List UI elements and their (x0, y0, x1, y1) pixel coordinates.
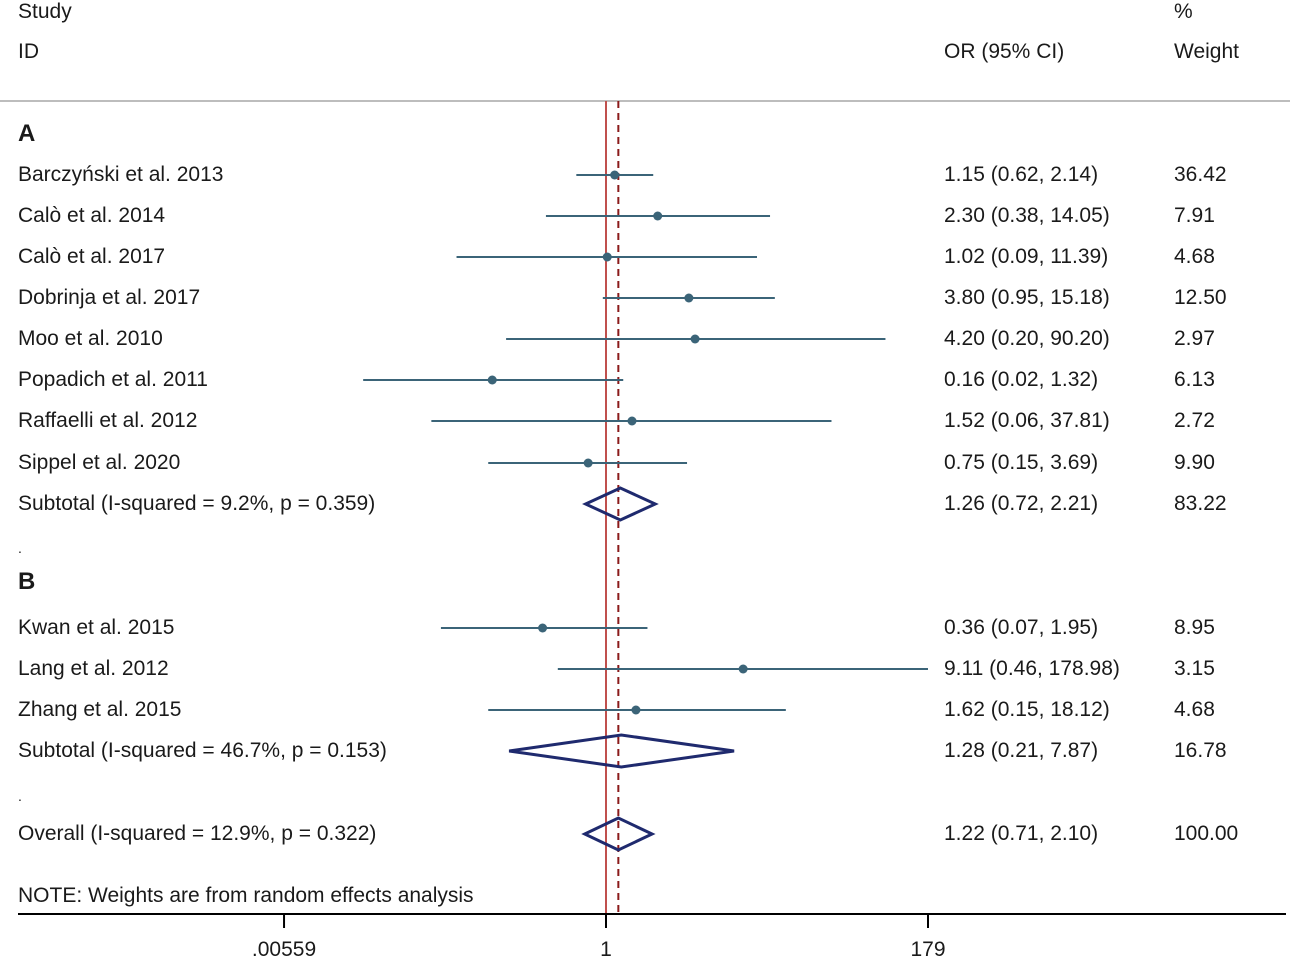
row-label: Sippel et al. 2020 (18, 451, 181, 474)
row-label: Moo et al. 2010 (18, 327, 163, 350)
row-weight-value: 2.97 (1174, 327, 1215, 350)
group-label: B (18, 568, 36, 595)
spacer-dot: . (18, 788, 22, 804)
row-label: Raffaelli et al. 2012 (18, 409, 198, 432)
row-label: Kwan et al. 2015 (18, 616, 175, 639)
row-label: Barczyński et al. 2013 (18, 163, 224, 186)
row-ci-value: 1.52 (0.06, 37.81) (944, 409, 1110, 432)
row-label: Subtotal (I-squared = 46.7%, p = 0.153) (18, 739, 387, 762)
point-estimate (610, 170, 620, 180)
row-weight-value: 9.90 (1174, 451, 1215, 474)
row-ci-value: 9.11 (0.46, 178.98) (944, 657, 1120, 680)
point-estimate (583, 458, 593, 468)
point-estimate (487, 375, 497, 385)
overall-diamond (581, 816, 656, 852)
row-ci-value: 2.30 (0.38, 14.05) (944, 204, 1110, 227)
row-label: Popadich et al. 2011 (18, 368, 208, 391)
point-estimate (653, 211, 663, 221)
subtotal-diamond (582, 486, 659, 522)
weight-header-line2: Weight (1174, 40, 1239, 63)
row-ci-value: 3.80 (0.95, 15.18) (944, 286, 1110, 309)
row-label: Zhang et al. 2015 (18, 698, 182, 721)
row-ci-value: 1.22 (0.71, 2.10) (944, 822, 1099, 845)
row-ci-value: 0.75 (0.15, 3.69) (944, 451, 1099, 474)
row-label: Subtotal (I-squared = 9.2%, p = 0.359) (18, 492, 376, 515)
group-label: A (18, 120, 36, 147)
row-weight-value: 36.42 (1174, 163, 1227, 186)
row-weight-value: 8.95 (1174, 616, 1215, 639)
row-weight-value: 6.13 (1174, 368, 1215, 391)
row-weight-value: 100.00 (1174, 822, 1239, 845)
spacer-dot: . (18, 540, 22, 556)
row-weight-value: 16.78 (1174, 739, 1227, 762)
row-weight-value: 4.68 (1174, 698, 1215, 721)
x-tick-label: 1 (600, 938, 612, 961)
row-label: Dobrinja et al. 2017 (18, 286, 201, 309)
weight-header-line1: % (1174, 0, 1193, 23)
point-estimate (684, 293, 694, 303)
subtotal-diamond (508, 733, 735, 769)
point-estimate (538, 623, 548, 633)
point-estimate (602, 252, 612, 262)
footnote: NOTE: Weights are from random effects an… (18, 884, 474, 907)
row-weight-value: 2.72 (1174, 409, 1215, 432)
x-tick-label: 179 (910, 938, 946, 961)
point-estimate (631, 705, 641, 715)
row-ci-value: 1.15 (0.62, 2.14) (944, 163, 1099, 186)
row-label: Calò et al. 2014 (18, 204, 166, 227)
point-estimate (738, 664, 748, 674)
or-header: OR (95% CI) (944, 40, 1065, 63)
row-weight-value: 4.68 (1174, 245, 1215, 268)
row-weight-value: 83.22 (1174, 492, 1227, 515)
row-ci-value: 1.28 (0.21, 7.87) (944, 739, 1099, 762)
row-ci-value: 0.16 (0.02, 1.32) (944, 368, 1099, 391)
row-label: Calò et al. 2017 (18, 245, 166, 268)
point-estimate (627, 416, 637, 426)
x-tick-label: .00559 (251, 938, 317, 961)
row-weight-value: 3.15 (1174, 657, 1215, 680)
study-header-line1: Study (18, 0, 72, 23)
row-label: Overall (I-squared = 12.9%, p = 0.322) (18, 822, 377, 845)
row-ci-value: 4.20 (0.20, 90.20) (944, 327, 1110, 350)
row-label: Lang et al. 2012 (18, 657, 169, 680)
row-ci-value: 1.62 (0.15, 18.12) (944, 698, 1110, 721)
row-ci-value: 1.02 (0.09, 11.39) (944, 245, 1109, 268)
study-header-line2: ID (18, 40, 39, 63)
row-ci-value: 1.26 (0.72, 2.21) (944, 492, 1099, 515)
point-estimate (690, 334, 700, 344)
row-ci-value: 0.36 (0.07, 1.95) (944, 616, 1099, 639)
row-weight-value: 12.50 (1174, 286, 1227, 309)
row-weight-value: 7.91 (1174, 204, 1215, 227)
